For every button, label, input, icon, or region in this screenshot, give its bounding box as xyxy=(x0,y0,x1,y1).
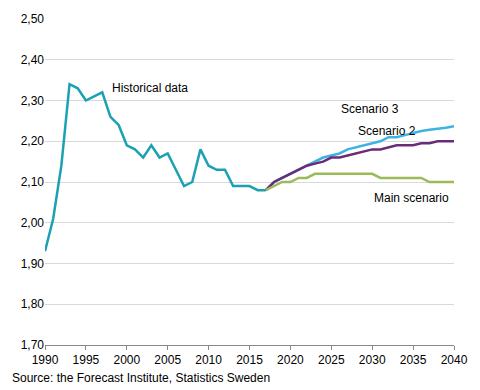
svg-text:1,90: 1,90 xyxy=(21,257,45,271)
svg-text:Scenario 3: Scenario 3 xyxy=(341,102,399,116)
svg-text:2,50: 2,50 xyxy=(21,12,45,26)
svg-text:2035: 2035 xyxy=(400,353,427,367)
svg-text:1,80: 1,80 xyxy=(21,297,45,311)
svg-text:2,30: 2,30 xyxy=(21,94,45,108)
svg-text:1995: 1995 xyxy=(73,353,100,367)
svg-text:Source: the Forecast Institute: Source: the Forecast Institute, Statisti… xyxy=(12,371,270,385)
svg-text:2,00: 2,00 xyxy=(21,216,45,230)
svg-text:Main scenario: Main scenario xyxy=(374,191,449,205)
svg-text:Historical data: Historical data xyxy=(112,81,188,95)
svg-text:2,20: 2,20 xyxy=(21,134,45,148)
svg-text:1990: 1990 xyxy=(32,353,59,367)
svg-text:2040: 2040 xyxy=(441,353,468,367)
svg-text:Scenario 2: Scenario 2 xyxy=(358,124,416,138)
svg-text:2010: 2010 xyxy=(195,353,222,367)
svg-text:2,40: 2,40 xyxy=(21,53,45,67)
svg-text:2015: 2015 xyxy=(236,353,263,367)
svg-text:1,70: 1,70 xyxy=(21,338,45,352)
svg-text:2,10: 2,10 xyxy=(21,175,45,189)
svg-text:2020: 2020 xyxy=(277,353,304,367)
svg-text:2030: 2030 xyxy=(359,353,386,367)
svg-text:2025: 2025 xyxy=(318,353,345,367)
svg-text:2000: 2000 xyxy=(113,353,140,367)
svg-text:2005: 2005 xyxy=(154,353,181,367)
